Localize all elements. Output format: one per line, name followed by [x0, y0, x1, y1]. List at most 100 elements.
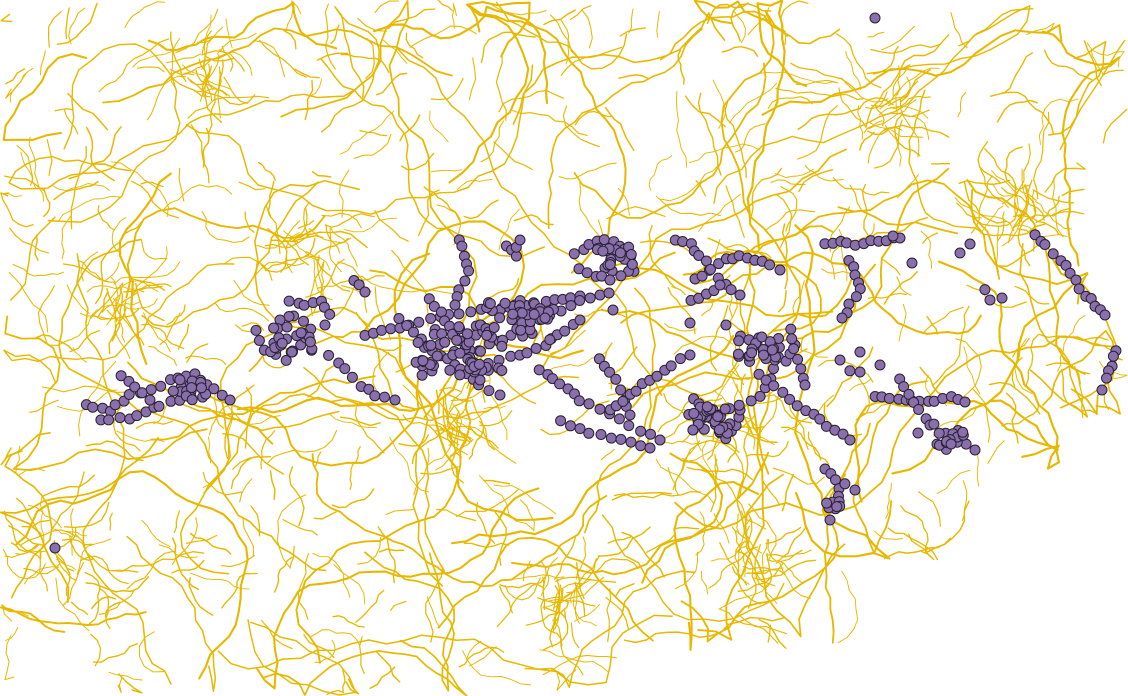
road-segment [456, 489, 519, 518]
road-segment [374, 210, 409, 242]
point-feature [814, 413, 826, 425]
road-segment [1061, 188, 1085, 197]
road-segment [28, 504, 63, 529]
road-segment [85, 576, 150, 593]
road-segment [657, 396, 696, 433]
point-feature [554, 378, 566, 390]
road-segment [713, 513, 730, 544]
road-segment [353, 133, 392, 159]
road-segment [106, 309, 126, 343]
road-segment [382, 39, 408, 64]
road-segment [42, 474, 96, 497]
road-segment [23, 563, 61, 575]
road-segment [513, 214, 554, 226]
point-feature [276, 337, 288, 349]
point-feature [756, 331, 768, 343]
point-feature [431, 350, 443, 362]
road-segment [451, 334, 735, 545]
road-segment [480, 120, 505, 163]
point-feature [964, 238, 976, 250]
road-segment [398, 434, 429, 447]
road-segment [757, 71, 835, 84]
road-segment [324, 3, 336, 70]
road-segment [1014, 285, 1050, 305]
road-segment [494, 511, 507, 566]
road-segment [54, 108, 73, 112]
road-segment [878, 105, 929, 119]
road-segment [4, 635, 15, 681]
road-segment [584, 287, 656, 534]
road-segment [61, 538, 93, 546]
road-segment [883, 124, 950, 138]
point-feature [595, 429, 607, 440]
point-feature [854, 346, 866, 358]
road-segment [978, 165, 1009, 208]
road-segment [671, 286, 686, 296]
road-segment [276, 494, 307, 568]
road-segment [698, 193, 741, 232]
road-segment [674, 551, 699, 590]
road-segment [480, 31, 536, 64]
road-segment [554, 577, 561, 630]
road-segment [920, 230, 933, 269]
road-segment [411, 430, 445, 465]
road-segment [543, 9, 576, 26]
point-feature [167, 385, 179, 397]
road-segment [725, 185, 745, 238]
point-feature [423, 293, 435, 305]
point-feature [103, 414, 115, 426]
road-segment [1014, 338, 1033, 395]
point-feature [758, 349, 769, 361]
road-segment [185, 534, 218, 545]
road-segment [86, 285, 145, 293]
road-segment [925, 500, 970, 554]
point-feature [745, 395, 757, 407]
road-segment [541, 561, 547, 588]
road-segment [463, 542, 510, 549]
point-feature [912, 427, 924, 439]
point-feature [456, 240, 468, 252]
point-feature [733, 335, 745, 347]
road-segment [115, 298, 145, 346]
road-segment [856, 372, 871, 418]
road-segment [972, 388, 991, 443]
road-segment [158, 544, 198, 559]
road-segment [239, 478, 253, 503]
point-feature [913, 404, 925, 415]
road-segment [1052, 177, 1064, 238]
road-segment [792, 280, 805, 316]
road-segment [628, 8, 634, 34]
road-segment [713, 5, 1031, 204]
road-segment [202, 127, 210, 168]
road-segment [267, 180, 275, 219]
road-segment [328, 228, 342, 273]
road-segment [865, 91, 888, 110]
road-segment [57, 195, 121, 223]
road-segment [359, 129, 388, 137]
road-segment [745, 225, 834, 439]
road-segment [143, 312, 171, 353]
point-feature [1101, 372, 1112, 384]
road-segment [1006, 392, 1019, 444]
road-segment [108, 671, 143, 681]
road-segment [734, 540, 750, 585]
road-segment [899, 98, 920, 158]
road-segment [76, 534, 139, 573]
point-feature [615, 384, 627, 396]
road-segment [449, 438, 474, 457]
road-segment [742, 413, 756, 450]
road-segment [468, 646, 497, 667]
point-feature [584, 292, 596, 304]
road-segment [896, 173, 920, 199]
road-segment [127, 361, 274, 445]
road-segment [552, 619, 584, 676]
road-segment [437, 0, 454, 12]
road-segment [991, 169, 1023, 223]
point-feature [610, 373, 622, 385]
road-segment [766, 559, 804, 585]
road-segment [772, 467, 825, 485]
road-segment [69, 330, 101, 353]
road-segment [241, 322, 265, 331]
